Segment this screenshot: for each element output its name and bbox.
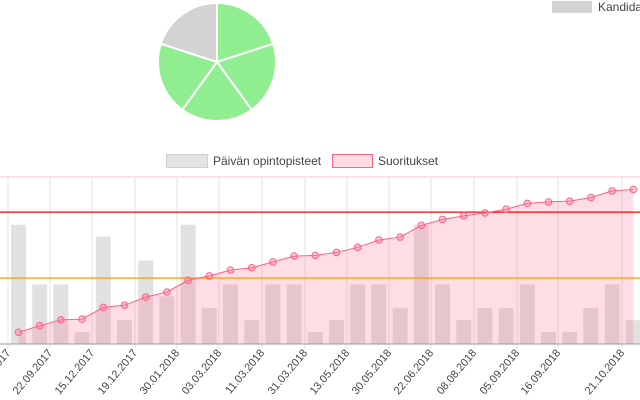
x-tick-label: 13.05.2018 xyxy=(308,347,353,397)
completions-point[interactable] xyxy=(14,328,23,337)
completions-point[interactable] xyxy=(459,212,468,220)
completions-point[interactable] xyxy=(353,243,362,252)
completions-point[interactable] xyxy=(247,264,256,272)
completions-point[interactable] xyxy=(629,185,638,194)
legend-swatch xyxy=(332,154,373,168)
completions-point[interactable] xyxy=(311,251,320,260)
bar-daily-credits[interactable] xyxy=(11,224,26,344)
completions-point[interactable] xyxy=(396,233,404,241)
bar-daily-credits[interactable] xyxy=(53,284,69,344)
progress-pie-chart xyxy=(157,1,277,122)
bar-daily-credits[interactable] xyxy=(562,332,578,344)
completions-point[interactable] xyxy=(438,215,447,224)
x-tick-label: 31.03.2018 xyxy=(266,347,311,397)
legend-swatch xyxy=(552,1,592,13)
bar-daily-credits[interactable] xyxy=(371,284,387,344)
pie-slice[interactable] xyxy=(216,1,275,64)
completions-point[interactable] xyxy=(608,187,616,195)
completions-point[interactable] xyxy=(332,248,341,257)
x-tick-label: 19.12.2017 xyxy=(96,347,141,397)
bar-daily-credits[interactable] xyxy=(625,320,640,344)
bar-daily-credits[interactable] xyxy=(456,320,472,344)
bar-daily-credits[interactable] xyxy=(74,332,90,344)
bar-daily-credits[interactable] xyxy=(201,308,217,344)
completions-point[interactable] xyxy=(141,293,150,301)
x-tick-label: 22.06.2018 xyxy=(392,347,437,397)
bar-daily-credits[interactable] xyxy=(413,224,429,344)
bar-daily-credits[interactable] xyxy=(244,320,260,344)
bar-daily-credits[interactable] xyxy=(583,308,599,344)
completions-point[interactable] xyxy=(481,209,489,217)
bar-daily-credits[interactable] xyxy=(223,284,238,344)
x-tick-label: .2017 xyxy=(0,347,13,376)
bar-daily-credits[interactable] xyxy=(329,320,344,344)
bar-daily-credits[interactable] xyxy=(159,296,175,344)
completions-point[interactable] xyxy=(205,272,214,280)
legend-label: Suoritukset xyxy=(378,154,439,168)
pie-slice[interactable] xyxy=(159,1,218,64)
bar-daily-credits[interactable] xyxy=(477,308,493,344)
bar-daily-credits[interactable] xyxy=(286,284,302,344)
bar-daily-credits[interactable] xyxy=(541,332,556,344)
x-tick-label: 05.09.2018 xyxy=(478,347,523,397)
completions-point[interactable] xyxy=(269,258,277,266)
x-tick-label: 11.03.2018 xyxy=(223,347,267,396)
pie-slice[interactable] xyxy=(215,42,277,112)
bar-daily-credits[interactable] xyxy=(180,224,196,344)
completions-point[interactable] xyxy=(417,221,426,230)
x-tick-label: 21.10.2018 xyxy=(583,347,628,397)
x-tick-label: 30.05.2018 xyxy=(350,347,395,397)
bar-daily-credits[interactable] xyxy=(350,284,366,344)
bar-daily-credits[interactable] xyxy=(604,284,620,344)
completions-point[interactable] xyxy=(163,288,171,296)
bar-daily-credits[interactable] xyxy=(307,332,323,344)
completions-point[interactable] xyxy=(523,199,532,208)
completions-point[interactable] xyxy=(587,193,595,202)
completions-point[interactable] xyxy=(99,303,108,312)
completions-point[interactable] xyxy=(544,198,553,206)
credits-chart: .201722.09.201715.12.201719.12.201730.01… xyxy=(0,176,640,397)
x-tick-label: 03.03.2018 xyxy=(180,347,225,397)
completions-point[interactable] xyxy=(57,316,65,324)
bar-daily-credits[interactable] xyxy=(265,284,281,344)
pie-legend-item-kandidaatti[interactable]: Kandida xyxy=(552,0,640,14)
completions-point[interactable] xyxy=(502,205,510,214)
legend-label: Kandida xyxy=(598,0,640,14)
pie-slice[interactable] xyxy=(180,60,254,122)
x-tick-label: 15.12.2017 xyxy=(53,347,98,397)
chart-legend-item-completions[interactable]: Suoritukset xyxy=(332,154,439,168)
x-tick-label: 30.01.2018 xyxy=(138,347,183,397)
completions-point[interactable] xyxy=(226,266,235,274)
bar-daily-credits[interactable] xyxy=(138,260,154,345)
pie-slice[interactable] xyxy=(157,42,219,112)
x-tick-label: 16.09.2018 xyxy=(519,347,564,397)
bar-daily-credits[interactable] xyxy=(95,236,111,344)
completions-point[interactable] xyxy=(565,197,574,205)
legend-swatch xyxy=(166,154,208,168)
bar-daily-credits[interactable] xyxy=(32,284,48,344)
x-tick-label: 22.09.2017 xyxy=(11,347,56,397)
completions-point[interactable] xyxy=(375,236,383,244)
bar-daily-credits[interactable] xyxy=(392,308,408,344)
completions-area xyxy=(18,189,634,344)
x-tick-label: 08.08.2018 xyxy=(435,347,480,397)
completions-point[interactable] xyxy=(78,315,86,323)
bar-daily-credits[interactable] xyxy=(519,284,535,344)
chart-legend-item-daily-credits[interactable]: Päivän opintopisteet xyxy=(166,154,322,168)
bar-daily-credits[interactable] xyxy=(117,320,132,344)
completions-point[interactable] xyxy=(35,321,44,330)
legend-label: Päivän opintopisteet xyxy=(213,154,322,168)
completions-point[interactable] xyxy=(184,276,192,285)
bar-daily-credits[interactable] xyxy=(498,308,514,344)
completions-point[interactable] xyxy=(120,301,129,309)
bar-daily-credits[interactable] xyxy=(435,284,450,344)
completions-point[interactable] xyxy=(290,252,298,260)
